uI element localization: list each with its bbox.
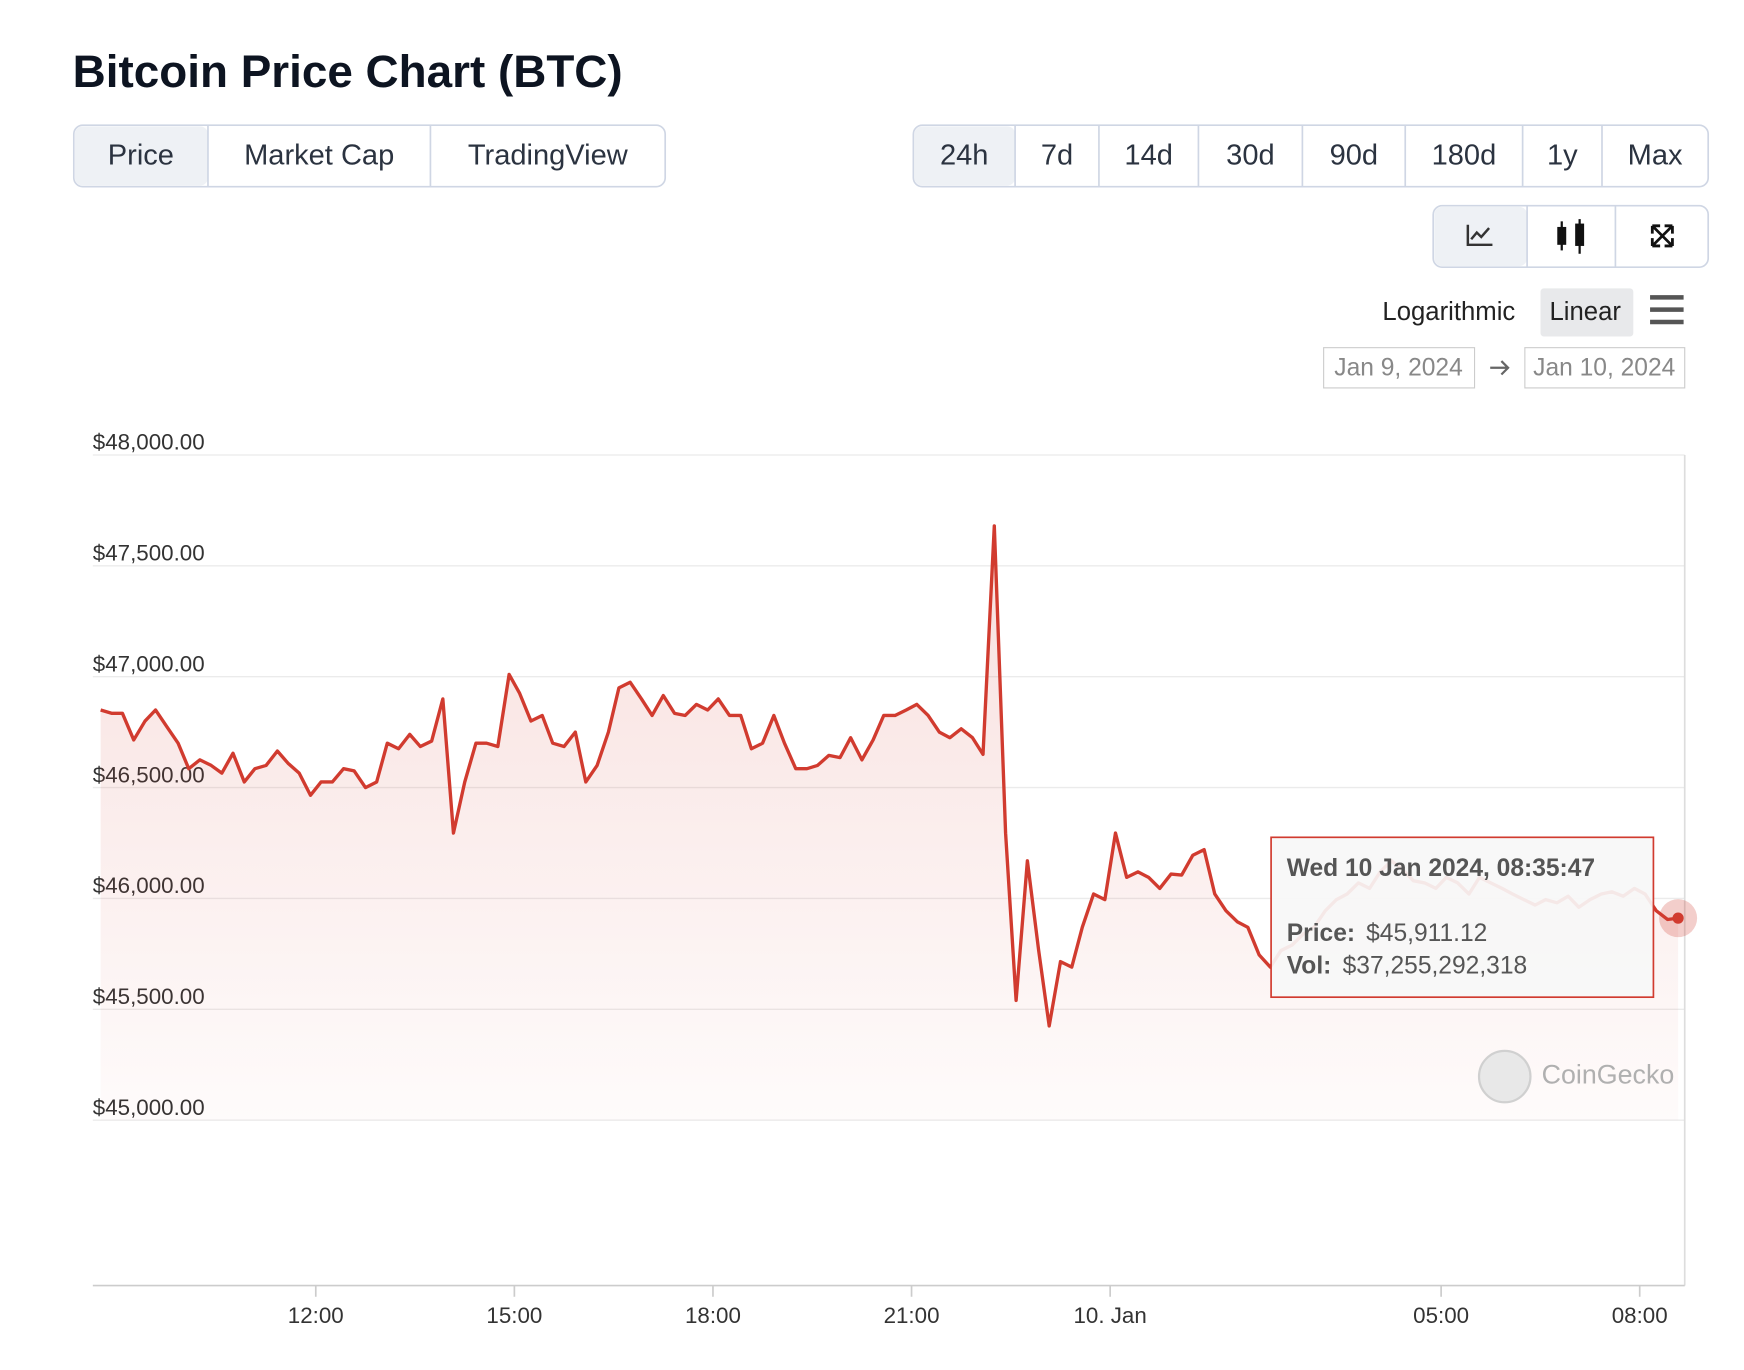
title: Bitcoin Price Chart (BTC) — [73, 46, 623, 97]
x-tick-label: 12:00 — [288, 1303, 344, 1328]
line-chart-icon — [1466, 224, 1493, 247]
ranges-active-bg — [914, 126, 1016, 186]
scale-toggle[interactable]: Logarithmic — [1382, 298, 1515, 326]
fullscreen-button[interactable] — [1650, 224, 1674, 248]
tabs-button[interactable]: TradingView — [468, 140, 629, 172]
x-tick-label: 10. Jan — [1073, 1303, 1146, 1328]
ranges-button[interactable]: 7d — [1041, 140, 1073, 172]
watermark: CoinGecko — [1542, 1060, 1675, 1090]
tabs-active-bg — [74, 126, 208, 186]
menu-button[interactable] — [1650, 295, 1684, 325]
ranges-button[interactable]: Max — [1628, 140, 1683, 172]
tabs-button[interactable]: Price — [108, 140, 174, 172]
tooltip-label: Price: — [1287, 920, 1355, 947]
hover-point — [1672, 912, 1684, 924]
ranges-button[interactable]: 180d — [1432, 140, 1497, 172]
y-tick-label: $47,000.00 — [93, 651, 205, 676]
ranges-button[interactable]: 90d — [1330, 140, 1378, 172]
watermark-logo — [1477, 1049, 1532, 1104]
tooltip-box — [1270, 836, 1655, 999]
y-tick-label: $48,000.00 — [93, 430, 205, 455]
date-arrow — [1490, 360, 1510, 376]
ranges-button[interactable]: 14d — [1124, 140, 1172, 172]
x-tick-label: 21:00 — [884, 1303, 940, 1328]
y-tick-label: $47,500.00 — [93, 541, 205, 566]
tabs-frame — [72, 124, 667, 188]
tooltip-value: $45,911.12 — [1366, 920, 1487, 947]
tooltip-label: Vol: — [1287, 952, 1332, 979]
tooltip-value: $37,255,292,318 — [1343, 952, 1528, 979]
date-from: Jan 9, 2024 — [1334, 354, 1462, 381]
ranges-button[interactable]: 30d — [1226, 140, 1274, 172]
scale-active-bg — [1540, 288, 1634, 337]
scale-toggle[interactable]: Linear — [1550, 298, 1622, 326]
date-from-box[interactable] — [1323, 347, 1476, 389]
x-tick-label: 18:00 — [685, 1303, 741, 1328]
tabs-button[interactable]: Market Cap — [244, 140, 394, 172]
ranges-button[interactable]: 24h — [940, 140, 988, 172]
tooltip-title: Wed 10 Jan 2024, 08:35:47 — [1287, 855, 1595, 882]
date-to-box[interactable] — [1524, 347, 1686, 389]
ranges-frame — [912, 124, 1710, 188]
price-area — [100, 525, 1679, 1121]
x-tick-label: 08:00 — [1612, 1303, 1668, 1328]
x-tick-label: 05:00 — [1413, 1303, 1469, 1328]
date-to: Jan 10, 2024 — [1533, 354, 1675, 381]
ranges-button[interactable]: 1y — [1547, 140, 1578, 172]
candlestick-button[interactable] — [1557, 219, 1585, 254]
chart-type-group: Jan 9, 2024 Jan 10, 2024 — [1323, 204, 1710, 389]
x-tick-label: 15:00 — [486, 1303, 542, 1328]
